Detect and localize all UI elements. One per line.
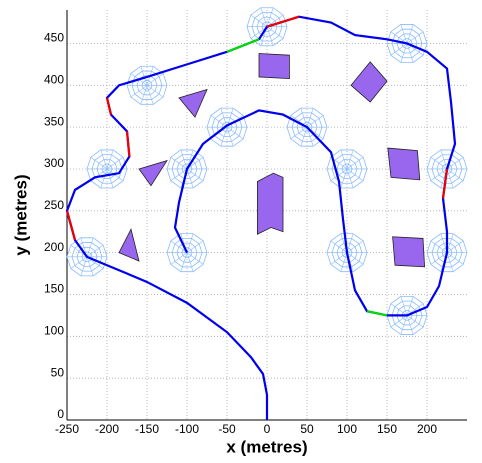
sensor (286, 107, 328, 147)
x-tick-label: 0 (264, 422, 271, 436)
sensor (206, 107, 248, 147)
sensor (386, 24, 428, 63)
x-axis-title: x (metres) (226, 437, 307, 456)
obstacle (258, 53, 290, 80)
x-tick-label: -200 (95, 422, 119, 436)
obstacle (256, 172, 284, 235)
sensor (166, 233, 208, 273)
x-tick-label: 150 (377, 422, 397, 436)
obstacle (387, 147, 421, 181)
y-tick-label: 50 (51, 365, 65, 379)
x-tick-label: -100 (175, 422, 199, 436)
y-tick-label: 0 (57, 407, 64, 421)
vehicle-path (226, 38, 260, 53)
obstacle (178, 88, 208, 118)
x-tick-label: 200 (417, 422, 437, 436)
y-tick-label: 400 (44, 72, 64, 86)
obstacle (118, 228, 140, 262)
y-tick-label: 100 (44, 323, 64, 337)
obstacle (350, 61, 388, 103)
x-tick-label: -50 (218, 422, 236, 436)
x-tick-label: 50 (300, 422, 314, 436)
vehicle-path (441, 168, 449, 199)
y-axis-title: y (metres) (11, 174, 30, 255)
obstacle (392, 236, 426, 268)
vehicle-path (125, 131, 131, 157)
sensor (86, 149, 128, 189)
y-tick-label: 150 (44, 282, 64, 296)
x-tick-label: 100 (337, 422, 357, 436)
y-tick-label: 300 (44, 156, 64, 170)
vehicle-path (65, 210, 77, 241)
y-tick-label: 200 (44, 240, 64, 254)
vehicle-path (366, 310, 388, 317)
y-tick-label: 450 (44, 31, 64, 45)
vehicle-path (266, 15, 300, 28)
sensor (246, 7, 288, 47)
sensor (66, 237, 108, 277)
y-tick-label: 350 (44, 114, 64, 128)
obstacle (138, 159, 168, 187)
x-tick-label: -150 (135, 422, 159, 436)
vehicle-path (105, 97, 113, 115)
y-tick-label: 250 (44, 198, 64, 212)
x-tick-label: -250 (55, 422, 79, 436)
